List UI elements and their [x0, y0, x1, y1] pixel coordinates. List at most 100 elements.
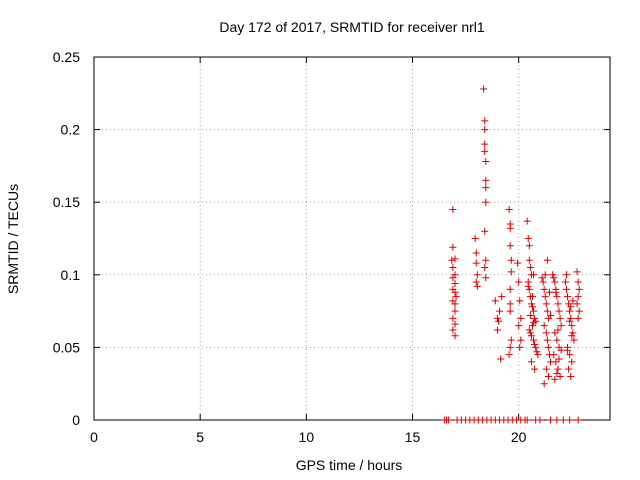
- data-point: [482, 198, 490, 206]
- data-point: [555, 355, 563, 363]
- data-point: [507, 268, 515, 276]
- data-point: [482, 158, 490, 166]
- data-point: [506, 285, 514, 293]
- data-point: [536, 416, 544, 424]
- data-point: [449, 264, 457, 272]
- data-point: [473, 271, 481, 279]
- data-point: [471, 235, 479, 242]
- data-point: [515, 278, 523, 286]
- data-point: [568, 332, 576, 340]
- data-point: [506, 242, 514, 250]
- data-point: [551, 375, 559, 383]
- data-point: [449, 326, 457, 334]
- data-point: [482, 256, 490, 264]
- data-point: [542, 300, 550, 308]
- data-point: [540, 380, 548, 388]
- data-point: [452, 293, 460, 301]
- data-point: [570, 336, 578, 344]
- data-point: [549, 271, 557, 279]
- data-point: [547, 416, 555, 424]
- data-point: [527, 300, 535, 308]
- data-point: [540, 322, 548, 330]
- data-point: [449, 243, 457, 251]
- plot-frame: [93, 56, 611, 421]
- data-point: [516, 343, 524, 351]
- data-point: [551, 278, 559, 286]
- data-point: [566, 317, 574, 325]
- data-point: [574, 278, 582, 286]
- data-point: [493, 326, 501, 334]
- data-point: [541, 293, 549, 301]
- data-point: [531, 314, 539, 322]
- x-tick-label: 0: [90, 429, 98, 445]
- data-point: [525, 256, 533, 264]
- x-tick-label: 15: [405, 429, 421, 445]
- data-point: [530, 307, 538, 315]
- data-point: [507, 336, 515, 344]
- data-point: [533, 348, 541, 356]
- data-point: [514, 259, 522, 267]
- data-point: [543, 336, 551, 344]
- x-tick-label: 5: [196, 429, 204, 445]
- data-point: [544, 372, 552, 380]
- data-point: [545, 288, 553, 296]
- data-point: [566, 351, 574, 359]
- data-point: [534, 351, 542, 359]
- data-point: [497, 355, 505, 363]
- data-point: [554, 365, 562, 373]
- data-point: [574, 293, 582, 301]
- data-point: [517, 314, 525, 322]
- data-point: [573, 268, 581, 276]
- data-point: [553, 293, 561, 301]
- data-point: [451, 271, 459, 279]
- data-point: [530, 336, 538, 344]
- data-point: [559, 416, 567, 424]
- data-point: [567, 303, 575, 311]
- data-point: [516, 297, 524, 305]
- data-point: [472, 278, 480, 286]
- data-point: [523, 217, 531, 225]
- y-tick-label: 0.15: [53, 194, 80, 210]
- data-point: [493, 314, 501, 322]
- y-tick-label: 0: [72, 412, 80, 428]
- data-point: [451, 332, 459, 340]
- data-point: [506, 224, 514, 232]
- data-point: [564, 293, 572, 301]
- data-point: [473, 282, 481, 290]
- data-point: [528, 293, 536, 301]
- data-point: [543, 256, 551, 264]
- data-point: [574, 314, 582, 322]
- data-point: [526, 264, 534, 272]
- x-tick-labels: 0 5 10 15 20: [90, 429, 527, 445]
- data-point: [550, 351, 558, 359]
- data-point: [574, 416, 582, 424]
- data-point: [482, 184, 490, 192]
- data-point: [451, 288, 459, 296]
- data-point: [449, 205, 457, 213]
- data-point: [538, 274, 546, 282]
- y-axis-title: SRMTID / TECUs: [5, 184, 21, 294]
- data-point: [547, 311, 555, 319]
- data-point: [567, 314, 575, 322]
- data-point: [528, 322, 536, 330]
- data-point: [565, 365, 573, 373]
- data-point: [495, 317, 503, 325]
- data-point: [524, 282, 532, 290]
- x-tick-label: 20: [511, 429, 527, 445]
- data-point: [542, 365, 550, 373]
- data-point: [555, 307, 563, 315]
- data-point: [543, 307, 551, 315]
- data-point: [567, 372, 575, 380]
- data-point: [449, 314, 457, 322]
- grid: [94, 57, 610, 420]
- data-point: [517, 336, 525, 344]
- x-axis-title: GPS time / hours: [296, 457, 403, 473]
- data-point: [531, 365, 539, 373]
- data-point: [525, 326, 533, 334]
- y-tick-label: 0.1: [61, 267, 81, 283]
- data-point: [451, 255, 459, 263]
- data-point: [481, 227, 489, 235]
- y-tick-label: 0.05: [53, 339, 80, 355]
